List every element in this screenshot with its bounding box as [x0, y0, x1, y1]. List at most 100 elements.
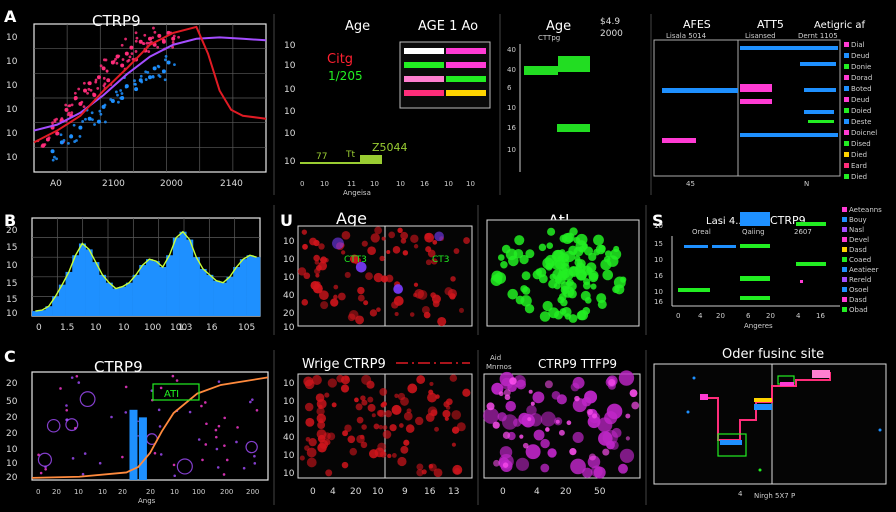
background-dot [204, 401, 207, 404]
cell [566, 279, 574, 287]
subtitle: 2607 [794, 228, 812, 236]
cell-field [490, 227, 627, 323]
legend-label: Coaed [849, 256, 871, 264]
cell [434, 231, 444, 242]
cell [416, 463, 424, 471]
data-point [82, 105, 86, 109]
cell [355, 403, 363, 411]
cell [538, 243, 547, 252]
background-dot [204, 443, 208, 446]
background-dot [75, 374, 79, 378]
column-title: AFES [683, 18, 711, 31]
y-tick-label: 10 [507, 104, 516, 112]
data-point [81, 119, 85, 123]
bar [796, 262, 826, 266]
cell-ring [79, 391, 96, 408]
cell [576, 310, 587, 321]
cell [429, 381, 434, 387]
background-dot [59, 387, 62, 390]
cell [522, 286, 531, 295]
x-tick-label: 1.3 [178, 323, 192, 333]
series-line-red [33, 25, 267, 144]
data-point [78, 125, 83, 130]
data-point [96, 75, 101, 80]
legend-swatch [844, 97, 849, 102]
cell [319, 290, 329, 301]
cell [361, 399, 368, 406]
x-axis-label: Angeisa [343, 189, 371, 197]
cell [297, 267, 307, 276]
cell [318, 243, 325, 250]
cell [567, 289, 577, 299]
histogram-bar [38, 310, 46, 316]
cell [588, 453, 596, 461]
data-point [156, 45, 160, 49]
data-point [134, 31, 138, 35]
cell [568, 314, 578, 323]
data-point [144, 70, 148, 74]
cell [618, 370, 635, 386]
legend-swatch [446, 76, 486, 82]
histogram-bar [52, 296, 60, 316]
cell [361, 424, 367, 430]
bar [740, 84, 772, 92]
cell [413, 244, 419, 249]
bar [524, 66, 558, 75]
cell [327, 378, 337, 388]
background-dot [235, 440, 238, 444]
cell [492, 421, 500, 429]
background-dot [110, 415, 113, 419]
x-tick-label: 2100 [102, 179, 125, 189]
point [686, 410, 690, 414]
data-point [51, 158, 55, 162]
cell [312, 283, 323, 294]
histogram-bar [166, 255, 174, 316]
cell [341, 230, 351, 240]
cell [382, 425, 388, 430]
x-tick-label: 10 [170, 488, 179, 496]
panel-letter-u: U [280, 211, 293, 230]
data-point [164, 58, 167, 62]
column-subtitle: Dernt 1105 [798, 32, 838, 40]
cell [415, 416, 424, 426]
cell [308, 438, 317, 447]
cell [311, 375, 322, 385]
background-dot [205, 422, 208, 426]
y-tick-label: 10 [6, 261, 18, 271]
cell [349, 447, 358, 456]
cell [344, 375, 350, 381]
histogram-bar [192, 257, 200, 316]
cell [494, 272, 507, 285]
cell [355, 261, 367, 273]
histogram-bar [139, 265, 147, 316]
point [692, 376, 696, 380]
x-tick-label: 10 [444, 180, 453, 188]
cell [376, 307, 381, 312]
cell [569, 448, 577, 456]
data-point [133, 79, 136, 83]
data-point [177, 35, 181, 39]
cell [337, 292, 346, 301]
x-tick-label: 2000 [160, 179, 183, 189]
bar [804, 88, 836, 92]
background-dot [249, 400, 252, 404]
x-tick-label: 0 [500, 487, 506, 497]
cell [518, 412, 531, 425]
histogram-bar [45, 306, 53, 316]
series-line-orange [31, 376, 269, 479]
cell [430, 409, 438, 417]
bar [812, 370, 830, 378]
cell [316, 407, 325, 416]
x-tick-label: 200 [220, 488, 233, 496]
cell [377, 442, 387, 452]
x-tick-label: 0 [300, 180, 304, 188]
data-point [60, 117, 64, 120]
histogram-bar [199, 268, 207, 316]
plot-frame [653, 39, 841, 177]
cell [519, 434, 524, 439]
legend-swatch [844, 42, 849, 47]
data-point [124, 37, 127, 41]
cell [449, 374, 458, 382]
cell [397, 227, 403, 233]
x-tick-label: 10 [118, 323, 130, 333]
